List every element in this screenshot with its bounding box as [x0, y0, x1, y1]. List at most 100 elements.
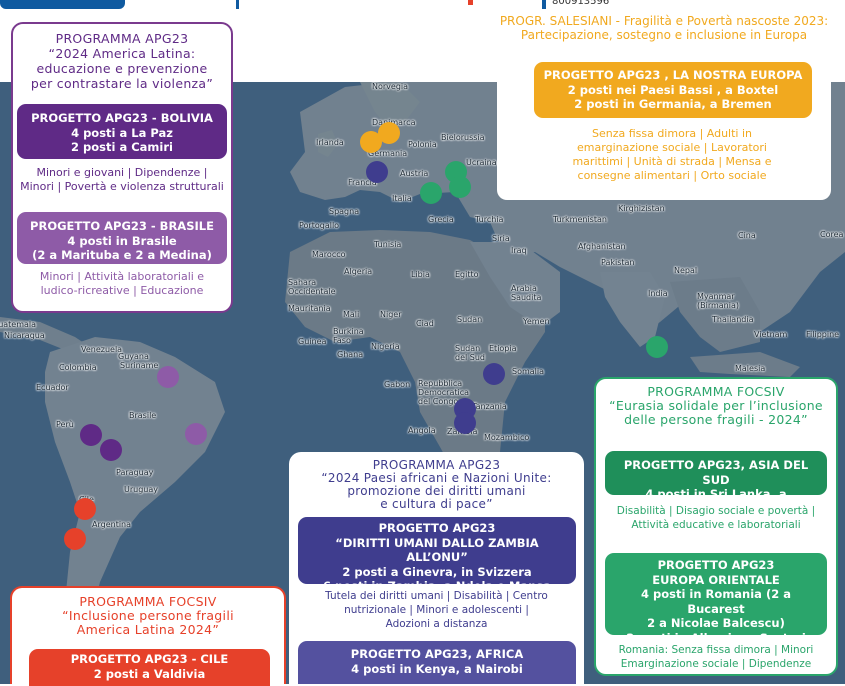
map-label: Sudan del Sud: [455, 344, 485, 362]
card-africa: PROGRAMMA APG23 “2024 Paesi africani e N…: [289, 452, 584, 684]
project-tags: Tutela dei diritti umani | Disabilità | …: [289, 589, 584, 631]
project-title: PROGETTO APG23: [657, 558, 775, 572]
location-pin[interactable]: [378, 122, 400, 144]
project-title: PROGETTO APG23, AFRICA: [350, 647, 524, 661]
location-pin[interactable]: [185, 423, 207, 445]
map-label: Sudan: [457, 315, 483, 324]
map-label: Libia: [411, 270, 430, 279]
map-label: Austria: [400, 169, 429, 178]
map-label: Spagna: [329, 207, 360, 216]
project-cile-box[interactable]: PROGETTO APG23 - CILE 2 posti a Valdivia: [29, 649, 270, 686]
project-posts: 2 posti a Valdivia: [93, 666, 206, 681]
location-pin[interactable]: [483, 363, 505, 385]
map-label: Guinea: [298, 337, 327, 346]
map-label: Burkina Faso: [333, 327, 364, 345]
map-label: Turkmenistan: [553, 215, 607, 224]
tags-line: Romania: Senza fissa dimora | Minori: [618, 644, 814, 656]
program-title-line: PROGRAMMA APG23: [372, 458, 501, 472]
project-title: PROGETTO APG23 - BOLIVIA: [31, 111, 213, 125]
project-kenya-box[interactable]: PROGETTO APG23, AFRICA 4 posti in Kenya,…: [298, 641, 576, 684]
project-zambia-box[interactable]: PROGETTO APG23 “DIRITTI UMANI DALLO ZAMB…: [298, 517, 576, 593]
phone-number: 800913596: [552, 0, 610, 7]
program-title-line: “2024 America Latina:: [48, 46, 196, 61]
map-label: Pakistan: [601, 258, 635, 267]
card-america-latina: PROGRAMMA APG23 “2024 America Latina: ed…: [11, 22, 233, 313]
project-bolivia-box[interactable]: PROGETTO APG23 - BOLIVIA 4 posti a La Pa…: [17, 104, 227, 159]
map-label: Nigeria: [371, 342, 400, 351]
map-label: Uruguay: [124, 485, 158, 494]
card-europa: PROGR. SALESIANI - Fragilità e Povertà n…: [497, 11, 831, 200]
project-brasile-box[interactable]: PROGETTO APG23 - BRASILE 4 posti in Bras…: [17, 212, 227, 264]
program-title-line: America Latina 2024”: [76, 622, 220, 637]
location-pin[interactable]: [454, 412, 476, 434]
project-europa-orientale-box[interactable]: PROGETTO APG23 EUROPA ORIENTALE 4 posti …: [605, 553, 827, 645]
map-label: Francia: [348, 178, 377, 187]
project-posts: 2 posti a Camiri: [71, 140, 173, 154]
location-pin[interactable]: [100, 439, 122, 461]
map-label: Nicaragua: [4, 331, 45, 340]
program-title-line: promozione dei diritti umani: [347, 484, 526, 498]
map-label: Myanmar (Birmania): [697, 292, 739, 310]
phone-marker: [542, 0, 546, 9]
tags-line: ludico-ricreative | Educazione: [40, 284, 204, 297]
map-label: Grecia: [428, 215, 454, 224]
project-posts: 2 posti in Germania, a Bremen: [574, 97, 772, 111]
project-posts: 4 posti in Brasile: [67, 233, 177, 248]
project-title: PROGETTO APG23 , LA NOSTRA EUROPA: [543, 68, 803, 82]
map-label: Thailandia: [712, 315, 754, 324]
project-posts: 2 posti a Ginevra, in Svizzera: [342, 564, 532, 579]
map-label: Corea: [820, 230, 844, 239]
location-pin[interactable]: [449, 176, 471, 198]
project-nostra-europa-box[interactable]: PROGETTO APG23 , LA NOSTRA EUROPA 2 post…: [534, 62, 812, 118]
location-pin[interactable]: [64, 528, 86, 550]
location-pin[interactable]: [157, 366, 179, 388]
program-title-line: PROGR. SALESIANI - Fragilità e Povertà n…: [499, 14, 829, 28]
location-pin[interactable]: [74, 498, 96, 520]
program-title-line: delle persone fragili - 2024”: [624, 412, 808, 427]
project-posts: 2 posti nei Paesi Bassi , a Boxtel: [567, 82, 779, 97]
map-label: Germania: [368, 149, 408, 158]
map-label: Cina: [738, 231, 756, 240]
location-pin[interactable]: [420, 182, 442, 204]
project-posts: 4 posti in Kenya, a Nairobi: [351, 661, 523, 676]
project-title: PROGETTO APG23 - BRASILE: [30, 219, 214, 233]
map-label: Yemen: [523, 317, 550, 326]
tags-line: Minori | Povertà e violenza strutturali: [20, 180, 224, 193]
location-pin[interactable]: [80, 424, 102, 446]
location-pin[interactable]: [366, 161, 388, 183]
program-title-line: PROGRAMMA FOCSIV: [647, 384, 785, 399]
tags-line: Minori | Attività laboratoriali e: [39, 270, 205, 283]
map-label: Filippine: [806, 330, 840, 339]
project-posts: 4 posti a La Paz: [71, 125, 173, 140]
program-title: PROGRAMMA APG23 “2024 Paesi africani e N…: [289, 459, 584, 511]
project-title: PROGETTO APG23: [378, 521, 496, 535]
map-label: Norvegia: [372, 82, 409, 91]
project-posts: (2 a Marituba e 2 a Medina): [32, 248, 212, 262]
map-label: Niger: [380, 310, 402, 319]
map-label: Repubblica Democratica del Congo: [418, 379, 470, 406]
project-posts: 2 a Nicolae Balcescu): [647, 616, 785, 630]
map-label: Argentina: [92, 520, 132, 529]
tags-line: consegne alimentari | Orto sociale: [577, 169, 767, 182]
project-tags: Minori e giovani | Dipendenze | Minori |…: [13, 166, 231, 194]
tags-line: Adozioni a distanza: [385, 618, 488, 630]
location-pin[interactable]: [360, 131, 382, 153]
map-label: Tanzania: [472, 402, 507, 411]
map-label: Ecuador: [36, 383, 69, 392]
map-label: Marocco: [312, 250, 346, 259]
location-pin[interactable]: [646, 336, 668, 358]
map-label: Angola: [408, 426, 436, 435]
map-label: Portogallo: [299, 221, 340, 230]
program-title-line: PROGRAMMA FOCSIV: [79, 594, 217, 609]
project-asia-sud-box[interactable]: PROGETTO APG23, ASIA DEL SUD 4 posti in …: [605, 451, 827, 516]
map-label: Afghanistan: [578, 242, 626, 251]
map-label: Tunisia: [374, 240, 402, 249]
program-title: PROGRAMMA FOCSIV “Inclusione persone fra…: [12, 595, 284, 637]
map-label: Colombia: [59, 363, 97, 372]
map-label: India: [648, 289, 668, 298]
project-subtitle: “DIRITTI UMANI DALLO ZAMBIA ALL’ONU”: [335, 535, 539, 565]
map-label: Mali: [343, 310, 360, 319]
project-tags: Minori | Attività laboratoriali e ludico…: [13, 270, 231, 298]
project-posts: 4 posti in Sri Lanka, a Ratnapura: [645, 487, 787, 516]
tags-line: Disabilità | Disagio sociale e povertà |: [616, 505, 816, 517]
